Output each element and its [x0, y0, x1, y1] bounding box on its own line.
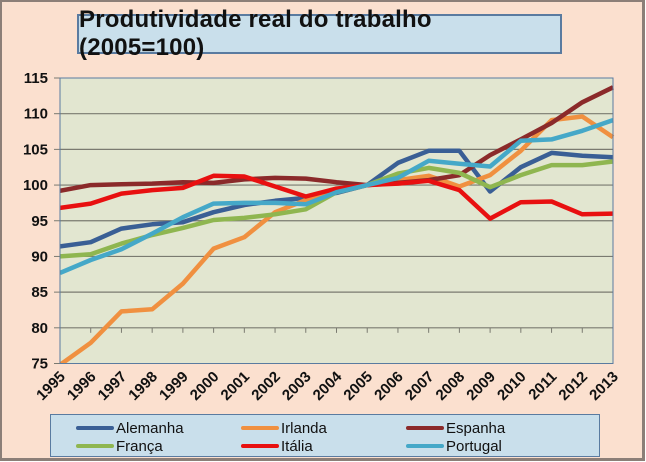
x-tick-label: 2002 — [248, 368, 284, 404]
legend-swatch — [406, 426, 444, 430]
legend-label: Alemanha — [116, 419, 184, 437]
legend-label: Espanha — [446, 419, 506, 437]
chart-title: Produtividade real do trabalho (2005=100… — [77, 6, 562, 61]
x-tick-label: 2009 — [463, 368, 499, 404]
x-tick-label: 2013 — [586, 368, 622, 404]
x-tick-label: 2003 — [279, 368, 315, 404]
legend-item: Alemanha — [76, 419, 184, 437]
series-lines — [60, 85, 615, 364]
x-tick-label: 2008 — [433, 368, 469, 404]
x-tick-label: 1998 — [125, 368, 161, 404]
y-tick-label: 90 — [31, 248, 48, 265]
x-tick-label: 1995 — [33, 368, 69, 404]
legend-item: Portugal — [406, 437, 502, 455]
x-tick-label: 2004 — [310, 368, 346, 404]
legend-label: Itália — [281, 437, 313, 455]
y-tick-label: 75 — [31, 356, 48, 373]
y-tick-label: 115 — [24, 70, 48, 87]
legend-item: França — [76, 437, 163, 455]
series-line-portugal — [60, 117, 614, 275]
legend-swatch — [406, 444, 444, 448]
series-line-italia — [60, 173, 614, 221]
x-tick-label: 2011 — [525, 368, 560, 403]
legend-label: Portugal — [446, 437, 502, 455]
x-tick-label: 2005 — [340, 368, 376, 404]
legend-swatch — [76, 444, 114, 448]
legend-swatch — [76, 426, 114, 430]
legend-item: Espanha — [406, 419, 505, 437]
y-tick-label: 105 — [23, 141, 48, 158]
x-tick-label: 1999 — [156, 368, 192, 404]
x-tick-label: 2012 — [555, 368, 591, 404]
y-tick-label: 85 — [31, 284, 48, 301]
x-tick-label: 2000 — [187, 368, 223, 404]
y-axis: 75 80 85 90 95 100 105 110 115 — [23, 70, 60, 373]
legend-swatch — [241, 426, 279, 430]
legend-item: Irlanda — [241, 419, 327, 437]
legend-item: Itália — [241, 437, 313, 455]
legend-label: França — [116, 437, 163, 455]
legend-label: Irlanda — [281, 419, 327, 437]
y-tick-label: 80 — [31, 320, 48, 337]
plot-border — [59, 77, 614, 364]
x-tick-label: 2006 — [371, 368, 407, 404]
y-tick-label: 100 — [23, 177, 48, 194]
y-tick-label: 95 — [31, 213, 48, 230]
x-tick-label: 1997 — [95, 368, 131, 404]
y-tick-label: 110 — [24, 106, 48, 123]
x-tick-label: 2001 — [218, 368, 254, 404]
x-tick-label: 1996 — [64, 368, 100, 404]
chart-title-text: Produtividade real do trabalho (2005=100… — [79, 6, 432, 61]
legend-swatch — [241, 444, 279, 448]
x-tick-label: 2007 — [402, 368, 438, 404]
legend: Alemanha Irlanda Espanha França Itália Portug… — [50, 414, 600, 457]
x-tick-label: 2010 — [494, 368, 530, 404]
